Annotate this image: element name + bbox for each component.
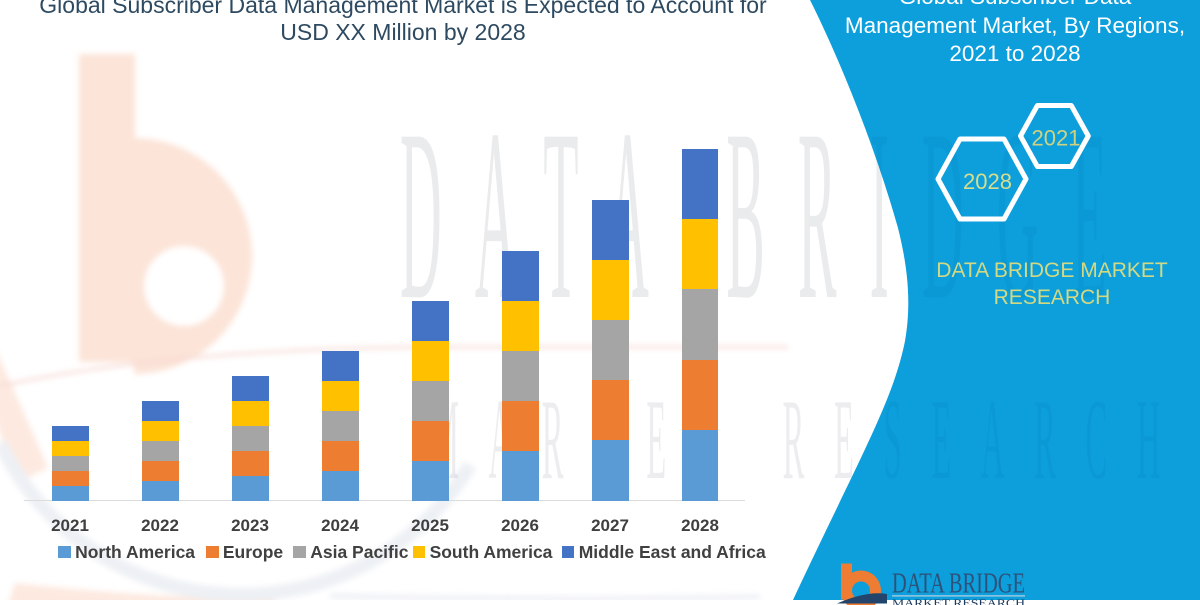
svg-text:MARKET RESEARCH: MARKET RESEARCH bbox=[892, 598, 1025, 605]
svg-text:2028: 2028 bbox=[963, 169, 1012, 194]
svg-text:DATA BRIDGE: DATA BRIDGE bbox=[892, 569, 1025, 600]
svg-text:2021: 2021 bbox=[1032, 126, 1081, 151]
